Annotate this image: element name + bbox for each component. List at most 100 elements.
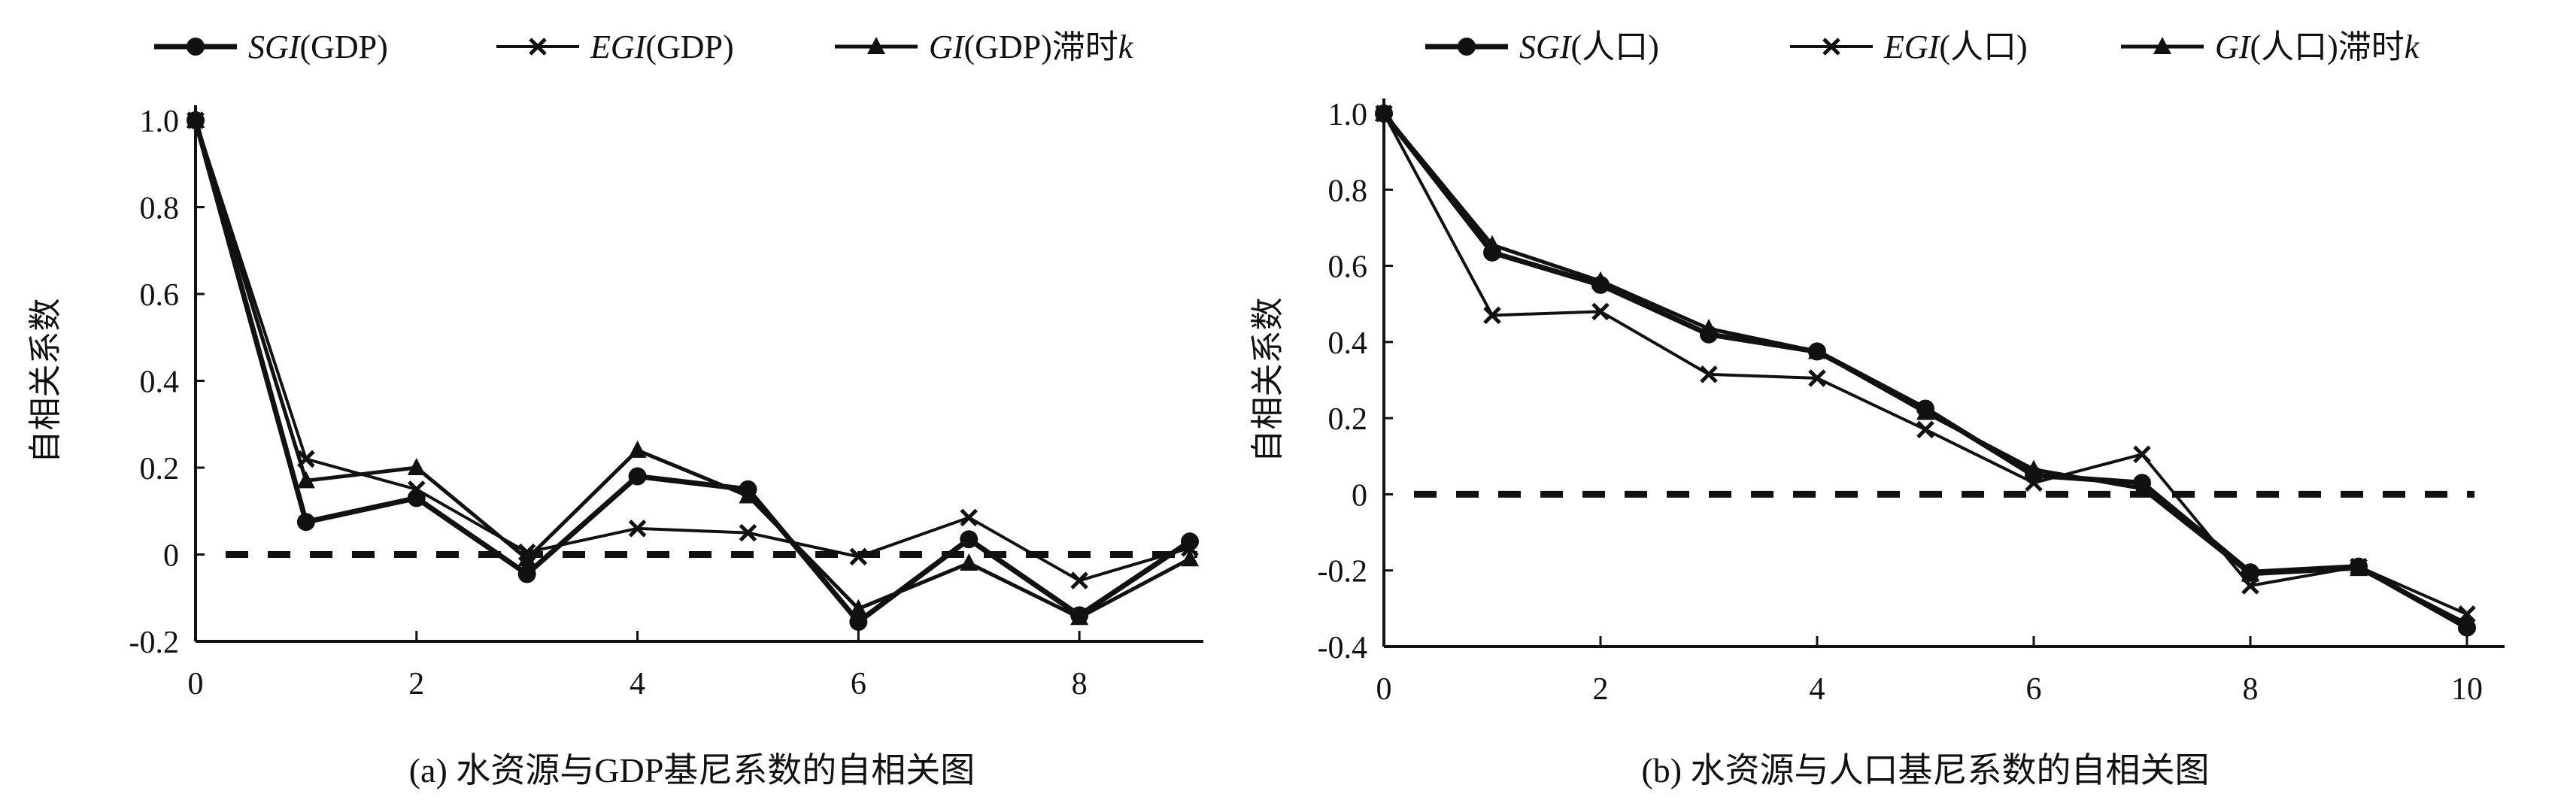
- x-tick-label: 4: [1810, 672, 1825, 707]
- y-tick-label: -0.2: [129, 626, 180, 660]
- egi-point: [739, 523, 757, 542]
- chart-b-population-autocorrelation: -0.4-0.200.20.40.60.81.00 2 4 6 8 10自相关系数SGI(…: [1249, 29, 2505, 789]
- sgi-point: [628, 467, 647, 486]
- x-tick-label: 4: [630, 667, 645, 701]
- egi-point: [1808, 369, 1826, 387]
- legend-marker-triangle: [2153, 37, 2171, 54]
- sgi-line: [1382, 111, 2468, 630]
- legend-series-name: EGI: [590, 29, 648, 65]
- egi-point: [1181, 539, 1199, 557]
- gi-point: [1181, 549, 1199, 567]
- y-tick-label: 0.6: [1328, 250, 1368, 285]
- legend-marker-x: [529, 38, 547, 56]
- legend-label: EGI(人口): [1883, 29, 2028, 65]
- legend-series-suffix: (GDP): [299, 29, 387, 65]
- legend-series-suffix: (人口): [1570, 29, 1658, 65]
- gi-point: [739, 486, 757, 504]
- gi-point: [2458, 614, 2476, 632]
- legend-lag-k: k: [1118, 29, 1134, 65]
- series-sgi: [1375, 105, 2476, 637]
- series-egi: [1375, 105, 2476, 623]
- gi-point: [2350, 559, 2368, 577]
- egi-point: [1483, 306, 1501, 325]
- x-tick-label: 2: [1593, 672, 1609, 707]
- gi-point: [2133, 478, 2151, 496]
- chart-caption: (b) 水资源与人口基尼系数的自相关图: [1641, 751, 2209, 789]
- y-tick-label: 0.8: [140, 192, 180, 226]
- egi-point: [1700, 365, 1718, 383]
- legend-series-name: GI: [929, 29, 966, 65]
- legend-series-name: SGI: [248, 29, 302, 65]
- gi-point: [628, 440, 647, 458]
- gi-point: [1591, 271, 1610, 289]
- x-tick-label: 2: [408, 667, 424, 701]
- legend-series-name: SGI: [1519, 29, 1573, 65]
- gi-point: [407, 458, 426, 475]
- legend-label: GI(GDP)滞时k: [929, 29, 1134, 65]
- y-axis-label: 自相关系数: [27, 298, 64, 464]
- sgi-point: [517, 565, 536, 583]
- legend-label: EGI(GDP): [590, 29, 734, 65]
- egi-point: [849, 547, 868, 566]
- egi-point: [1070, 571, 1088, 589]
- gi-point: [849, 598, 868, 617]
- y-tick-label: 0: [1352, 478, 1367, 513]
- gi-point: [296, 471, 315, 489]
- legend-label: SGI(GDP): [248, 29, 388, 65]
- gi-point: [1375, 104, 1393, 121]
- gi-point: [1070, 608, 1089, 626]
- sgi-point: [960, 530, 979, 549]
- legend-item-gi: GI(GDP)滞时k: [835, 29, 1134, 65]
- legend-lag-k: k: [2405, 29, 2420, 65]
- legend-item-egi: EGI(人口): [1790, 29, 2028, 65]
- legend-marker-triangle: [867, 37, 885, 54]
- y-tick-label: 0.4: [140, 365, 180, 400]
- legend-series-suffix: (GDP): [645, 29, 733, 65]
- egi-line: [1382, 113, 2468, 616]
- gi-point: [960, 553, 979, 571]
- legend-item-egi: EGI(GDP): [496, 29, 734, 65]
- egi-point: [2133, 445, 2151, 464]
- y-tick-label: 0.2: [1328, 402, 1368, 437]
- x-tick-label: 8: [1072, 667, 1088, 701]
- gi-point: [1483, 235, 1501, 253]
- y-tick-label: 0: [163, 539, 179, 574]
- x-tick-label: 10: [2451, 672, 2483, 707]
- gi-point: [187, 111, 205, 128]
- y-tick-label: 0.4: [1328, 326, 1368, 361]
- legend-series-suffix: (GDP)滞时: [963, 29, 1118, 65]
- legend-series-suffix: (人口): [1939, 29, 2027, 65]
- gi-line: [193, 120, 1191, 620]
- legend-marker-circle: [1458, 38, 1476, 56]
- gi-point: [2241, 564, 2259, 582]
- legend-label: GI(人口)滞时k: [2215, 29, 2420, 65]
- y-tick-label: 0.8: [1328, 174, 1368, 208]
- x-tick-label: 8: [2243, 672, 2259, 707]
- legend-series-suffix: (人口)滞时: [2250, 29, 2404, 65]
- gi-point: [1700, 319, 1718, 337]
- egi-point: [1591, 302, 1610, 321]
- y-axis-label: 自相关系数: [1249, 298, 1286, 463]
- x-tick-label: 0: [188, 667, 204, 701]
- legend-item-sgi: SGI(GDP): [154, 29, 388, 65]
- sgi-point: [296, 513, 315, 532]
- x-tick-label: 0: [1376, 672, 1392, 707]
- y-tick-label: -0.2: [1318, 555, 1368, 589]
- legend-marker-circle: [187, 38, 205, 56]
- gi-point: [517, 549, 536, 567]
- x-tick-label: 6: [851, 667, 866, 701]
- sgi-line: [193, 120, 1191, 625]
- egi-point: [960, 508, 978, 527]
- sgi-point: [849, 613, 868, 632]
- y-tick-label: 0.6: [140, 278, 180, 313]
- y-tick-label: 0.2: [140, 452, 180, 486]
- legend-series-name: GI: [2215, 29, 2252, 65]
- series-gi: [187, 111, 1199, 626]
- egi-point: [1916, 420, 1934, 439]
- series-gi: [1375, 104, 2476, 632]
- legend-series-name: EGI: [1883, 29, 1941, 65]
- legend-marker-x: [1822, 38, 1840, 56]
- y-tick-label: 1.0: [1328, 98, 1368, 132]
- egi-point: [408, 480, 426, 498]
